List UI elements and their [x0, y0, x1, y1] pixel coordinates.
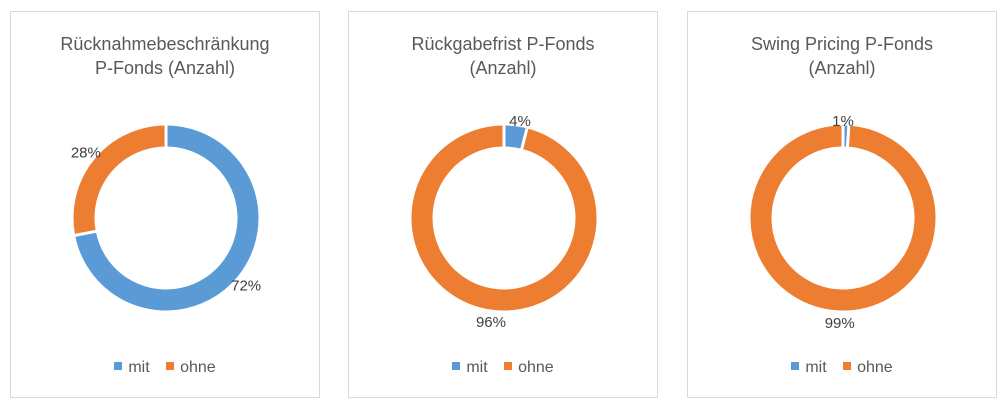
legend-item-ohne: ohne — [843, 358, 893, 378]
legend-label-mit: mit — [805, 359, 827, 376]
legend-swatch-mit — [791, 362, 800, 370]
data-label-ohne: 99% — [825, 315, 855, 332]
legend-item-ohne: ohne — [166, 358, 216, 378]
data-label-ohne: 28% — [71, 145, 101, 162]
legend-item-mit: mit — [791, 358, 827, 378]
donut-slice-ohne — [73, 125, 167, 236]
donut-chart: 72% 28% — [71, 124, 261, 311]
chart-title-line-1: Swing Pricing P-Fonds — [750, 34, 934, 54]
legend-item-mit: mit — [114, 358, 150, 378]
data-label-ohne: 96% — [476, 314, 506, 331]
legend-swatch-ohne — [843, 362, 852, 370]
chart-panel-rueckgabefrist: Rückgabefrist P-Fonds (Anzahl) 4% 96% mit… — [348, 11, 658, 398]
legend-label-ohne: ohne — [857, 359, 893, 376]
chart-title-line-2: (Anzahl) — [469, 58, 537, 78]
data-label-mit: 1% — [832, 113, 854, 130]
donut-slice-ohne — [750, 125, 936, 311]
data-label-mit: 4% — [509, 113, 531, 130]
slice-separator — [845, 124, 851, 148]
chart-legend: mit ohne — [349, 358, 657, 378]
chart-legend: mit ohne — [688, 358, 996, 378]
slice-separator — [73, 229, 98, 237]
chart-title-line-2: (Anzahl) — [808, 58, 876, 78]
legend-item-ohne: ohne — [504, 358, 554, 378]
chart-panel-ruecknahmebeschraenkung: Rücknahmebeschränkung P-Fonds (Anzahl) 7… — [10, 11, 320, 398]
legend-item-mit: mit — [452, 358, 488, 378]
legend-label-ohne: ohne — [518, 359, 554, 376]
donut-chart: 1% 99% — [750, 113, 936, 332]
chart-title: Rücknahmebeschränkung P-Fonds (Anzahl) — [11, 32, 319, 80]
slice-separator — [520, 127, 529, 151]
chart-title: Rückgabefrist P-Fonds (Anzahl) — [349, 32, 657, 80]
legend-swatch-mit — [114, 362, 123, 370]
legend-swatch-ohne — [504, 362, 513, 370]
chart-panel-swing-pricing: Swing Pricing P-Fonds (Anzahl) 1% 99% mit… — [687, 11, 997, 398]
donut-slice-ohne — [411, 125, 597, 311]
chart-title-line-2: P-Fonds (Anzahl) — [94, 58, 236, 78]
chart-legend: mit ohne — [11, 358, 319, 378]
donut-slice-mit — [75, 125, 259, 311]
chart-title-line-1: Rücknahmebeschränkung — [60, 34, 270, 54]
legend-swatch-mit — [452, 362, 461, 370]
legend-label-mit: mit — [466, 359, 488, 376]
donut-slice-mit — [503, 125, 528, 149]
chart-title-line-1: Rückgabefrist P-Fonds — [411, 34, 595, 54]
legend-label-mit: mit — [128, 359, 150, 376]
legend-swatch-ohne — [166, 362, 175, 370]
donut-chart: 4% 96% — [411, 113, 597, 331]
data-label-mit: 72% — [231, 277, 261, 294]
chart-title: Swing Pricing P-Fonds (Anzahl) — [688, 32, 996, 80]
legend-label-ohne: ohne — [180, 359, 216, 376]
